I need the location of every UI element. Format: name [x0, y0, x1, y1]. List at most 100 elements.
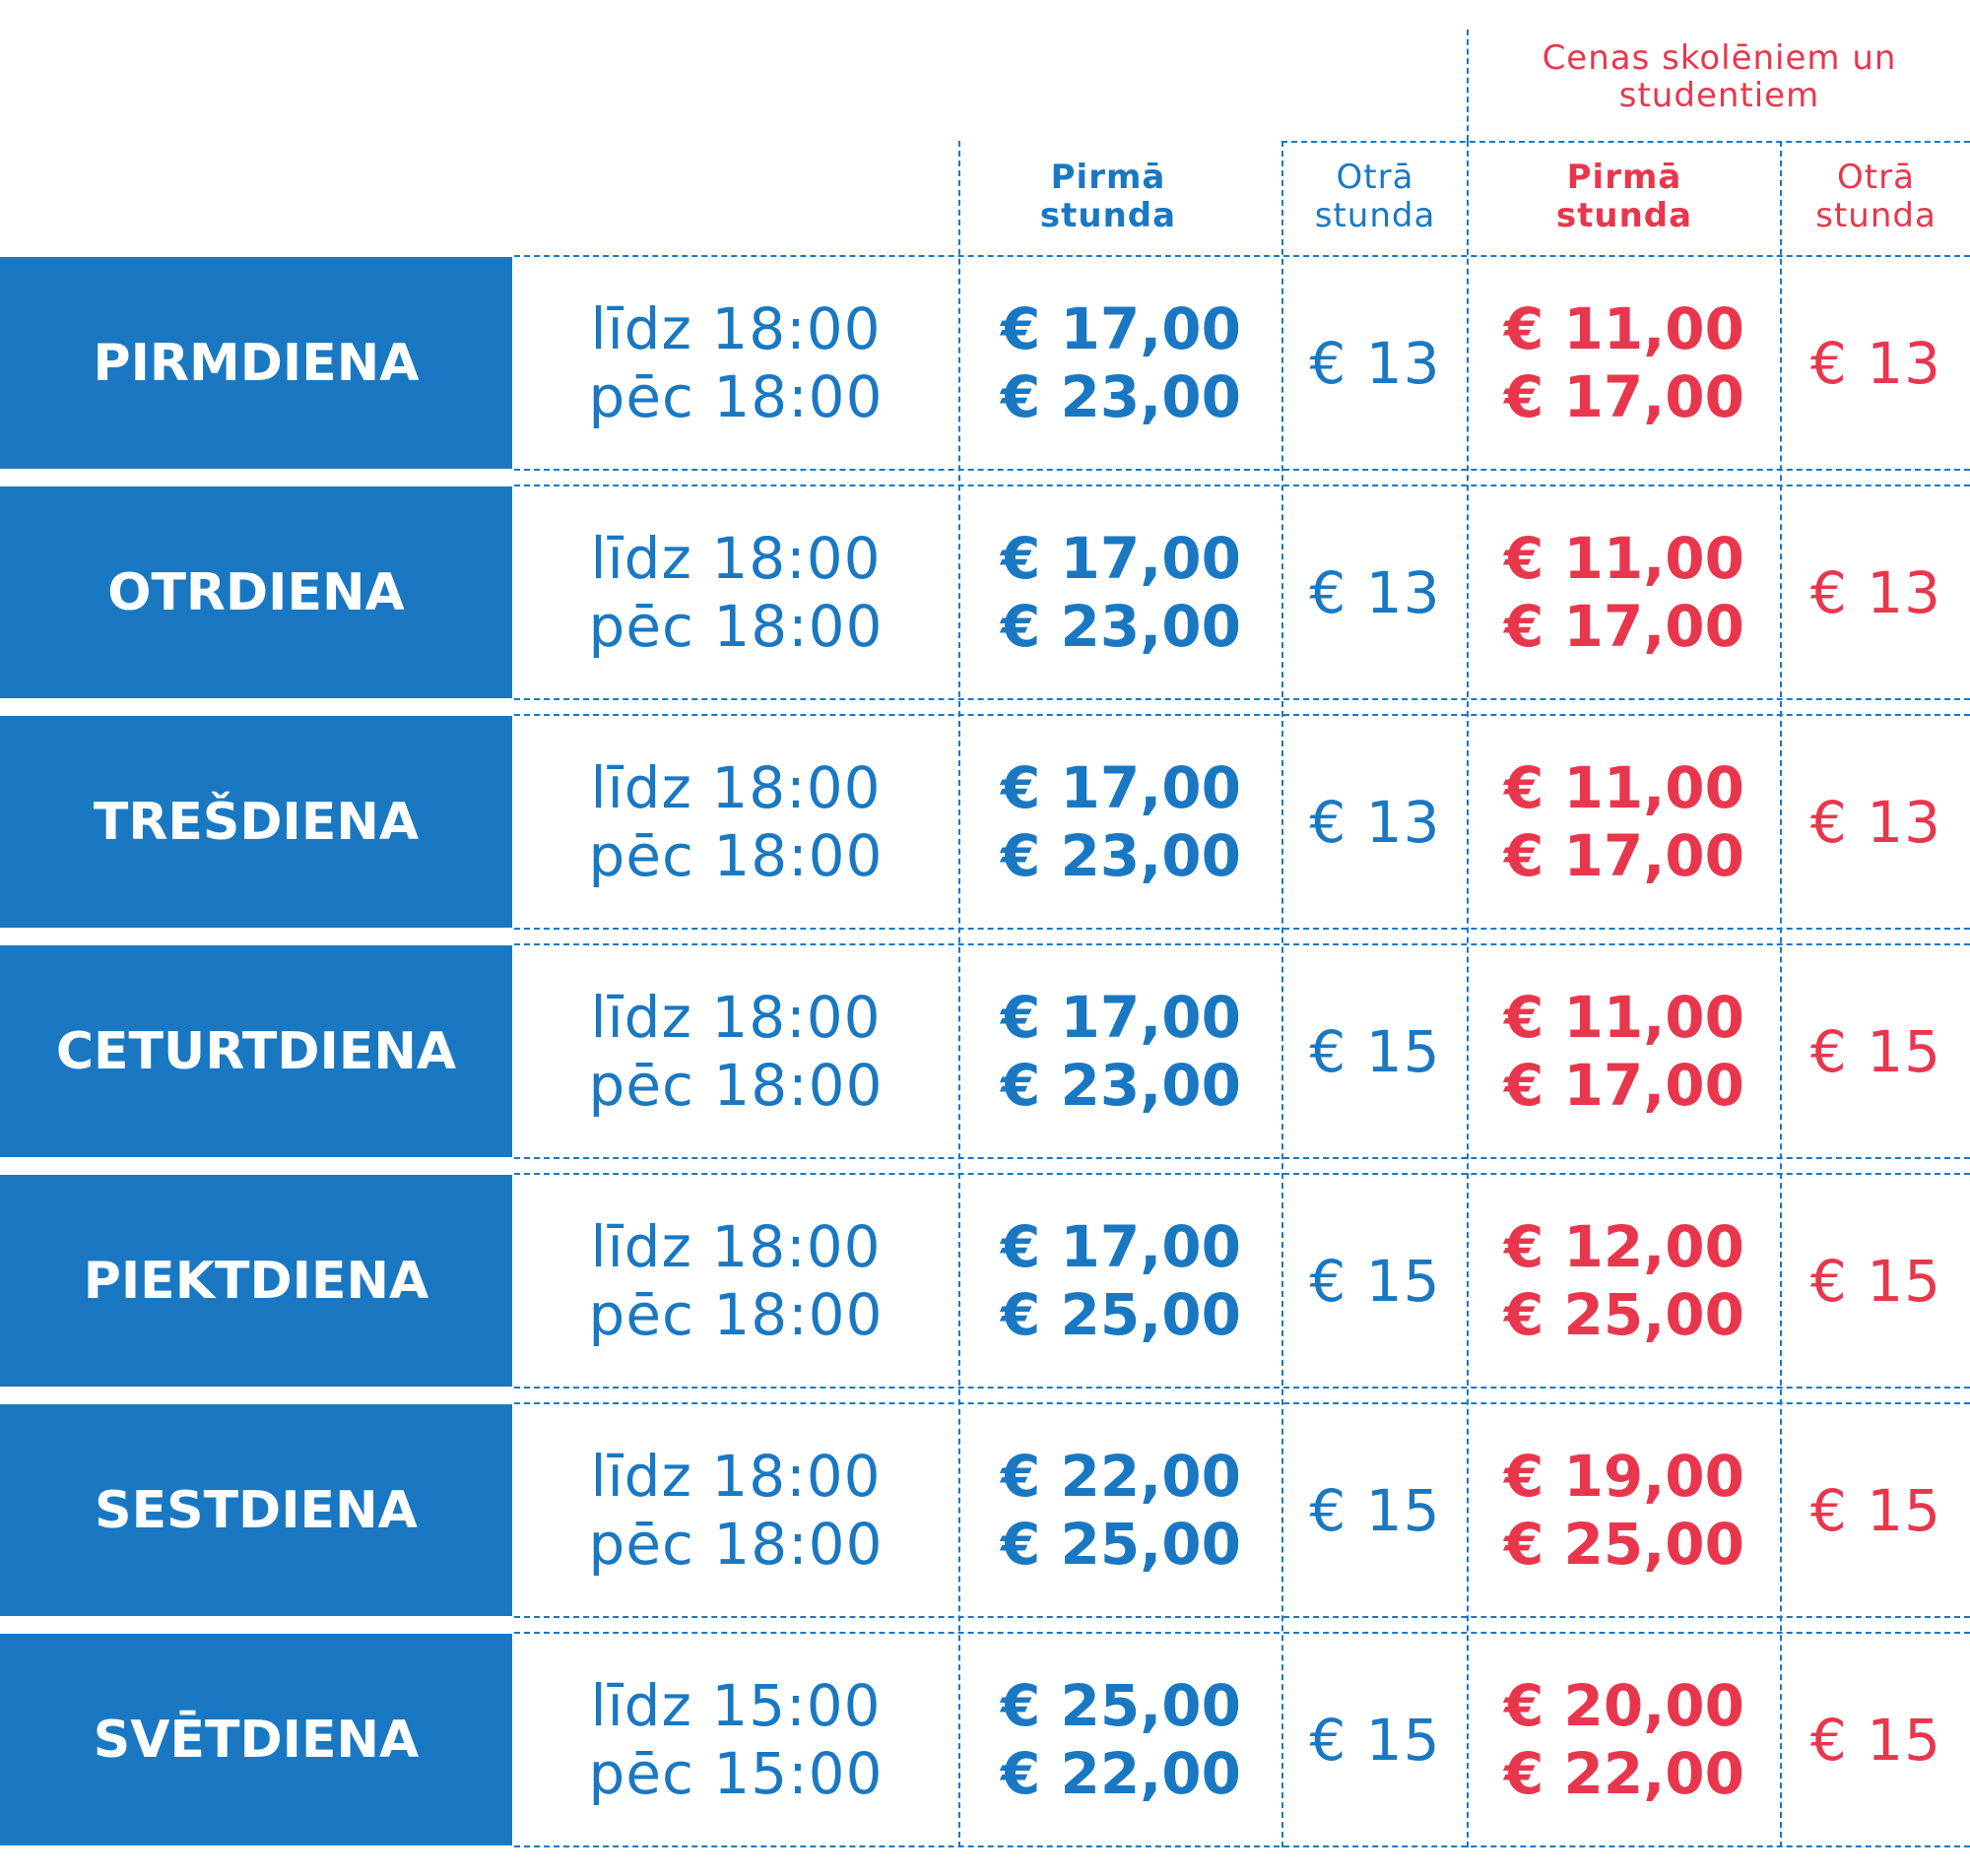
header-first-hour-line2: stunda: [1039, 196, 1177, 235]
time-before: līdz 18:00: [590, 753, 882, 821]
first-hour-prices: € 17,00 € 23,00: [960, 716, 1281, 928]
first-hour-price-after: € 23,00: [1000, 1051, 1241, 1119]
first-hour-prices: € 17,00 € 23,00: [960, 486, 1281, 698]
time-after: pēc 18:00: [588, 362, 884, 430]
day-label: PIRMDIENA: [0, 257, 512, 469]
time-before: līdz 18:00: [590, 524, 882, 592]
time-before: līdz 18:00: [590, 1442, 882, 1510]
time-before: līdz 15:00: [590, 1671, 882, 1739]
student-first-hour-prices: € 11,00 € 17,00: [1469, 486, 1780, 698]
day-label: OTRDIENA: [0, 486, 512, 698]
row-rule-line: [514, 485, 1970, 486]
time-after: pēc 18:00: [588, 1051, 884, 1119]
time-ranges: līdz 15:00 pēc 15:00: [514, 1634, 957, 1845]
time-before: līdz 18:00: [590, 983, 882, 1051]
row-rule-line: [514, 1845, 1970, 1847]
column-divider-line: [1467, 141, 1469, 1847]
first-hour-price-after: € 25,00: [1000, 1510, 1241, 1578]
column-divider-line: [958, 141, 960, 1847]
first-hour-price-before: € 17,00: [1000, 294, 1241, 362]
second-hour-price: € 13: [1309, 558, 1441, 626]
student-first-hour-price-after: € 17,00: [1503, 362, 1744, 430]
first-hour-price-after: € 23,00: [1000, 592, 1241, 660]
day-label: SVĒTDIENA: [0, 1634, 512, 1845]
student-second-hour-price: € 13: [1809, 788, 1942, 856]
column-divider-line: [1281, 141, 1283, 1847]
second-hour-price: € 15: [1309, 1247, 1441, 1315]
row-rule-line: [514, 714, 1970, 716]
first-hour-price-after: € 25,00: [1000, 1280, 1241, 1348]
student-first-hour-price-after: € 25,00: [1503, 1280, 1744, 1348]
row-rule-line: [514, 698, 1970, 700]
first-hour-price-before: € 25,00: [1000, 1671, 1241, 1739]
time-ranges: līdz 18:00 pēc 18:00: [514, 945, 957, 1157]
second-hour-price: € 13: [1309, 329, 1441, 397]
header-first-hour: Pirmā stunda: [960, 159, 1256, 235]
time-after: pēc 18:00: [588, 1280, 884, 1348]
header-student-second-hour-line2: stunda: [1815, 196, 1937, 235]
row-rule-line: [514, 1157, 1970, 1159]
student-second-hour-price: € 13: [1809, 329, 1942, 397]
row-rule-line: [514, 928, 1970, 930]
student-prices-caption: Cenas skolēniem un studentiem: [1542, 38, 1897, 115]
student-first-hour-prices: € 12,00 € 25,00: [1469, 1175, 1780, 1387]
first-hour-prices: € 17,00 € 25,00: [960, 1175, 1281, 1387]
second-hour-price: € 15: [1309, 1706, 1441, 1774]
student-first-hour-prices: € 11,00 € 17,00: [1469, 945, 1780, 1157]
time-ranges: līdz 18:00 pēc 18:00: [514, 257, 957, 469]
first-hour-price-after: € 22,00: [1000, 1739, 1241, 1807]
row-rule-line: [514, 255, 1970, 257]
student-first-hour-price-before: € 20,00: [1503, 1671, 1744, 1739]
first-hour-price-after: € 23,00: [1000, 362, 1241, 430]
row-rule-line: [514, 943, 1970, 945]
header-second-hour-line1: Otrā: [1336, 158, 1414, 197]
student-second-hour-price: € 15: [1809, 1017, 1942, 1085]
first-hour-prices: € 25,00 € 22,00: [960, 1634, 1281, 1845]
student-first-hour-prices: € 19,00 € 25,00: [1469, 1404, 1780, 1616]
student-second-hour-price: € 15: [1809, 1476, 1942, 1544]
header-student-second-hour-line1: Otrā: [1837, 158, 1915, 197]
time-ranges: līdz 18:00 pēc 18:00: [514, 716, 957, 928]
time-after: pēc 18:00: [588, 1510, 884, 1578]
header-rule-line: [1281, 141, 1970, 143]
first-hour-price-after: € 23,00: [1000, 821, 1241, 889]
student-first-hour-price-before: € 11,00: [1503, 983, 1744, 1051]
first-hour-price-before: € 17,00: [1000, 1212, 1241, 1280]
header-student-first-hour-line2: stunda: [1555, 196, 1693, 235]
row-rule-line: [514, 1387, 1970, 1389]
first-hour-price-before: € 22,00: [1000, 1442, 1241, 1510]
row-rule-line: [514, 1616, 1970, 1618]
second-hour-price: € 15: [1309, 1476, 1441, 1544]
second-hour-price: € 15: [1309, 1017, 1441, 1085]
column-divider-line: [1780, 141, 1782, 1847]
time-after: pēc 15:00: [588, 1739, 884, 1807]
second-hour-price: € 13: [1309, 788, 1441, 856]
time-ranges: līdz 18:00 pēc 18:00: [514, 486, 957, 698]
time-after: pēc 18:00: [588, 592, 884, 660]
student-first-hour-price-after: € 17,00: [1503, 1051, 1744, 1119]
student-first-hour-price-after: € 25,00: [1503, 1510, 1744, 1578]
student-first-hour-price-after: € 22,00: [1503, 1739, 1744, 1807]
row-rule-line: [514, 469, 1970, 471]
first-hour-prices: € 22,00 € 25,00: [960, 1404, 1281, 1616]
student-first-hour-price-before: € 19,00: [1503, 1442, 1744, 1510]
first-hour-price-before: € 17,00: [1000, 524, 1241, 592]
student-first-hour-price-before: € 12,00: [1503, 1212, 1744, 1280]
student-second-hour-price: € 15: [1809, 1247, 1942, 1315]
student-first-hour-price-after: € 17,00: [1503, 821, 1744, 889]
row-rule-line: [514, 1632, 1970, 1634]
student-first-hour-price-before: € 11,00: [1503, 753, 1744, 821]
first-hour-prices: € 17,00 € 23,00: [960, 945, 1281, 1157]
student-second-hour-price: € 13: [1809, 558, 1942, 626]
day-label: SESTDIENA: [0, 1404, 512, 1616]
header-second-hour: Otrā stunda: [1283, 159, 1467, 235]
time-before: līdz 18:00: [590, 1212, 882, 1280]
header-student-first-hour: Pirmā stunda: [1469, 159, 1780, 235]
time-after: pēc 18:00: [588, 821, 884, 889]
student-first-hour-price-before: € 11,00: [1503, 294, 1744, 362]
header-first-hour-line1: Pirmā: [1050, 158, 1166, 197]
time-ranges: līdz 18:00 pēc 18:00: [514, 1404, 957, 1616]
student-first-hour-prices: € 11,00 € 17,00: [1469, 257, 1780, 469]
row-rule-line: [514, 1173, 1970, 1175]
header-student-first-hour-line1: Pirmā: [1566, 158, 1682, 197]
